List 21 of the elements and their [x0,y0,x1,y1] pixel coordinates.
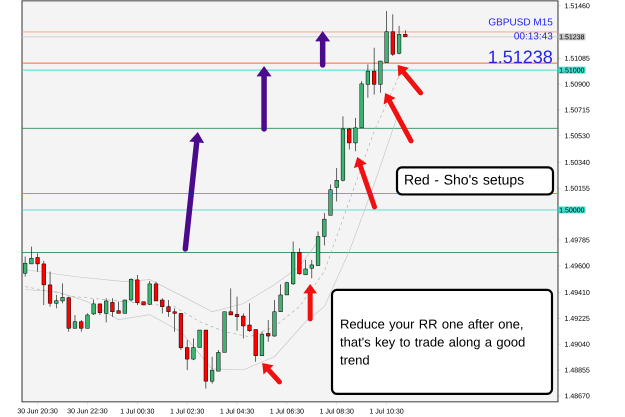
candlestick [154,281,158,302]
annotation: Red - Sho's setups [405,174,524,188]
candlestick [160,298,164,314]
candlestick [72,314,78,329]
annotation: 00:13:43 [514,32,552,40]
candlestick [303,260,308,276]
annotation: Reduce your RR one after one, that's key to trade along a good trend [340,319,524,365]
candlestick [247,303,252,332]
candlestick [322,212,326,246]
candlestick [334,168,339,202]
candlestick [166,300,171,318]
text: GBPUSD M15 [488,18,552,26]
candlestick [54,294,58,309]
candlestick [148,280,152,306]
candlestick [241,313,246,339]
candlestick [234,296,240,332]
annotation: 1.51238 [489,50,552,64]
candlestick [60,283,65,304]
candlestick [310,260,314,279]
candlestick [48,271,52,308]
candlestick [260,331,264,356]
